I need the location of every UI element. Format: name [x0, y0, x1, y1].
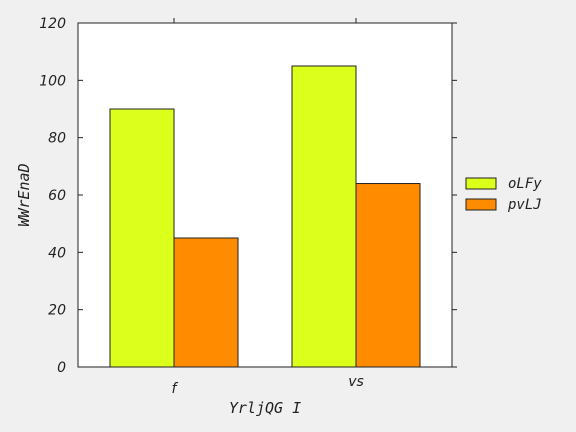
- y-tick-label: 20: [48, 303, 66, 319]
- y-tick-label: 60: [48, 188, 66, 204]
- y-tick-label: 40: [48, 245, 66, 261]
- bar-pvLJ-f: [173, 237, 239, 368]
- bar-oLFy-vs: [291, 65, 357, 368]
- legend: oLFy pvLJ: [465, 176, 542, 213]
- legend-swatch-oLFy: [465, 177, 497, 190]
- x-axis-title: YrljQG I: [229, 399, 301, 417]
- legend-swatch-pvLJ: [465, 198, 497, 211]
- y-tick-label: 80: [48, 131, 66, 147]
- bar-pvLJ-vs: [355, 183, 421, 368]
- legend-label-pvLJ: pvLJ: [507, 197, 542, 213]
- x-tick-label: vs: [348, 374, 364, 390]
- y-tick-label: 0: [57, 360, 66, 376]
- legend-label-oLFy: oLFy: [508, 176, 542, 192]
- y-tick-label: 120: [39, 16, 66, 32]
- y-tick-label: 100: [39, 73, 66, 89]
- y-axis-title: WWrEnaD: [15, 163, 33, 226]
- bar-oLFy-f: [109, 108, 175, 368]
- x-tick-label: f: [172, 381, 179, 397]
